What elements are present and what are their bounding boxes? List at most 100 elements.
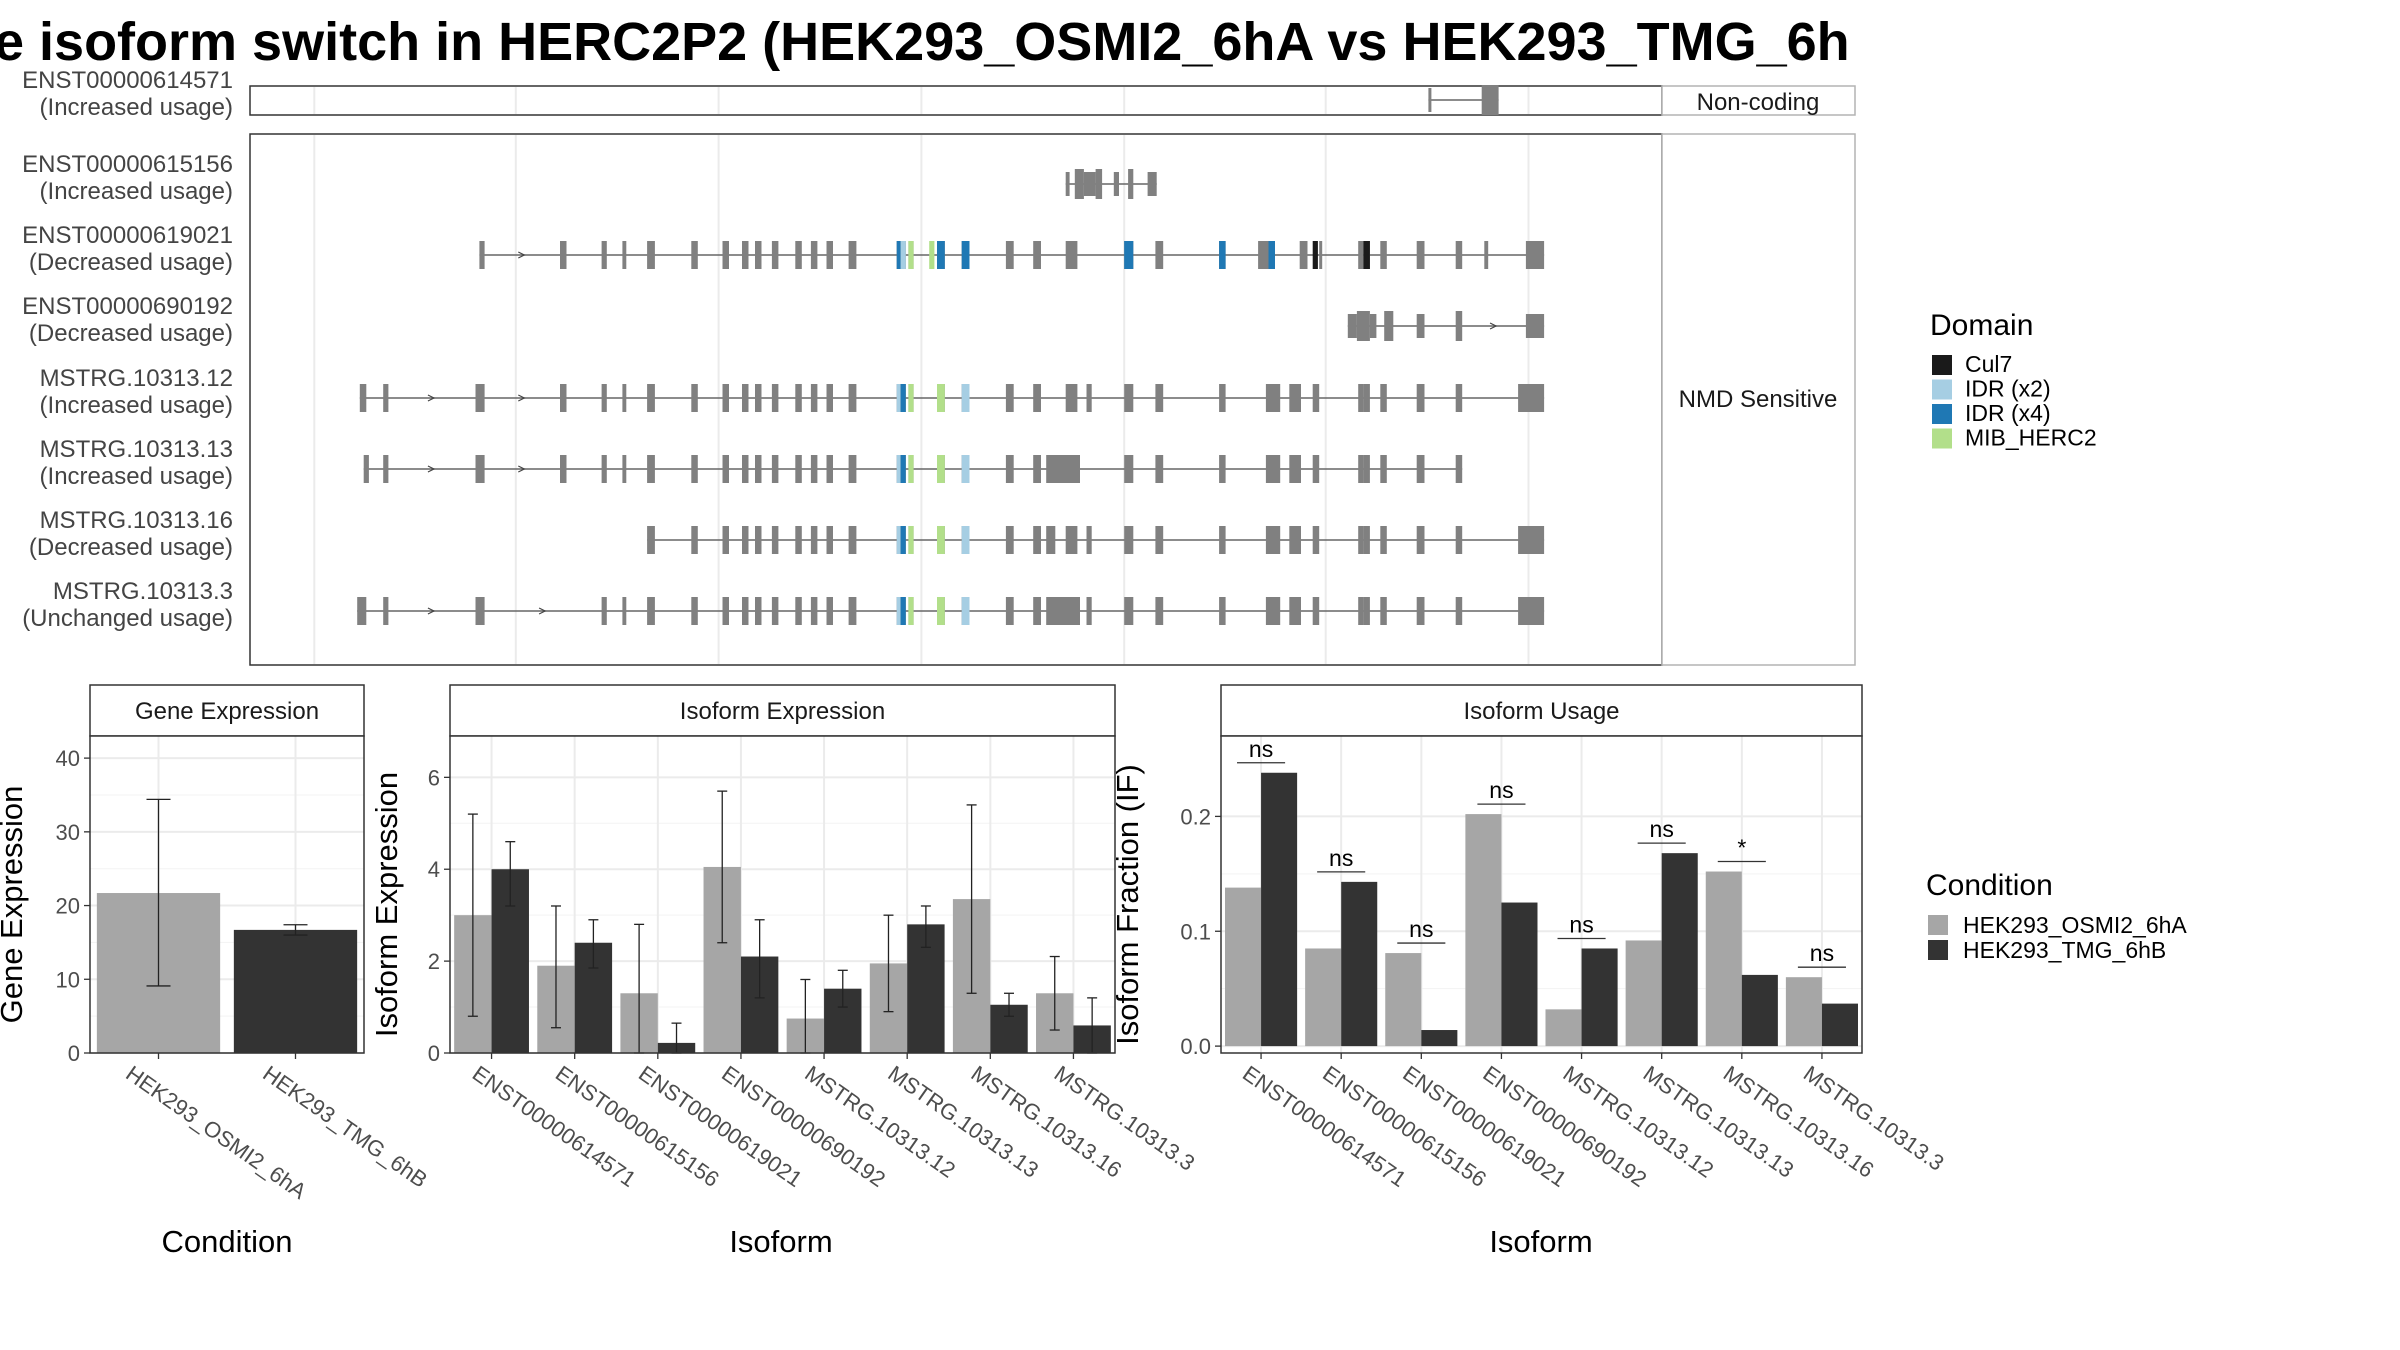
exon [1363, 455, 1370, 483]
domain-idr-x4- [900, 455, 906, 483]
exon [1005, 597, 1014, 625]
exon [622, 597, 627, 625]
exon [475, 597, 485, 625]
exon [1380, 597, 1387, 625]
exon [1525, 241, 1545, 269]
exon [1384, 311, 1394, 341]
exon [691, 241, 698, 269]
exon [722, 241, 729, 269]
exon [1518, 384, 1545, 412]
exon [810, 597, 818, 625]
domain-idr-x2- [961, 384, 970, 412]
direction-arrow [427, 607, 436, 615]
panel-strip [89, 684, 365, 737]
domain-idr-x4- [900, 526, 906, 554]
transcript-row: ENST00000619021(Decreased usage) [22, 222, 1545, 276]
exon [722, 526, 729, 554]
panel-isoform-usage: Isoform Usagensnsnsnsnsns*ns0.00.10.2ENS… [1110, 684, 1949, 1259]
exon [1033, 241, 1041, 269]
bar [1741, 974, 1778, 1047]
exon [1369, 314, 1377, 338]
transcript-row: ENST00000615156(Increased usage) [22, 151, 1157, 205]
exon [1356, 311, 1370, 341]
exon [1046, 455, 1080, 483]
exon [1265, 597, 1281, 625]
exon [826, 455, 833, 483]
exon [755, 384, 762, 412]
exon [1033, 455, 1041, 483]
transcript-usage: (Increased usage) [40, 392, 233, 419]
x-axis-title: Isoform [729, 1224, 832, 1259]
exon [742, 597, 749, 625]
exon [601, 597, 607, 625]
exon [826, 241, 833, 269]
exon [810, 241, 818, 269]
exon [742, 526, 749, 554]
exon [1046, 597, 1080, 625]
exon [848, 241, 857, 269]
exon [601, 384, 607, 412]
exon [647, 384, 655, 412]
transcript-row: MSTRG.10313.13(Increased usage) [40, 436, 1463, 490]
legend-condition-label: HEK293_OSMI2_6hA [1963, 912, 2187, 938]
significance-label: ns [1650, 816, 1674, 842]
plot-border [89, 735, 365, 1054]
exon [622, 384, 627, 412]
exon [810, 384, 818, 412]
exon [1380, 241, 1387, 269]
exon [771, 455, 779, 483]
domain-idr-x4- [1219, 241, 1226, 269]
domain-mib-herc2 [937, 384, 945, 412]
direction-arrow [427, 465, 436, 473]
transcript-usage: (Decreased usage) [29, 534, 233, 561]
significance-label: ns [1329, 845, 1353, 871]
exon [1363, 384, 1370, 412]
exon [622, 241, 627, 269]
exon [1033, 597, 1041, 625]
exon [1416, 314, 1425, 338]
exon [691, 455, 698, 483]
legend-domain-key [1932, 404, 1952, 424]
exon [475, 384, 485, 412]
bar [1545, 1009, 1582, 1047]
legend-condition-label: HEK293_TMG_6hB [1963, 937, 2166, 963]
exon [848, 597, 857, 625]
exon [622, 455, 627, 483]
bar [1821, 1003, 1858, 1047]
exon [826, 384, 833, 412]
significance-label: ns [1810, 940, 1834, 966]
bar [1225, 887, 1262, 1047]
y-axis-title: Gene Expression [0, 786, 29, 1024]
exon [722, 384, 729, 412]
y-tick-label: 30 [56, 820, 80, 845]
exon [1380, 455, 1387, 483]
transcript-usage: (Decreased usage) [29, 320, 233, 347]
legend-domain-title: Domain [1930, 309, 2033, 342]
exon [1358, 597, 1364, 625]
y-tick-label: 10 [56, 967, 80, 992]
exon [1095, 169, 1103, 199]
exon [601, 455, 607, 483]
exon [1219, 455, 1226, 483]
bar [1385, 953, 1422, 1047]
bar [1501, 902, 1538, 1047]
exon [1124, 384, 1134, 412]
domain-mib-herc2 [929, 241, 935, 269]
plot-border [449, 735, 1116, 1054]
exon [795, 526, 802, 554]
x-tick-label: MSTRG.10313.13 [1639, 1061, 1799, 1183]
domain-mib-herc2 [908, 526, 914, 554]
bar [1341, 881, 1378, 1047]
exon [647, 455, 655, 483]
transcript-usage: (Increased usage) [40, 178, 233, 205]
figure-title: e isoform switch in HERC2P2 (HEK293_OSMI… [0, 12, 1850, 72]
exon [1416, 241, 1425, 269]
exon [1155, 597, 1164, 625]
exon [722, 597, 729, 625]
exon [810, 455, 818, 483]
x-tick-label: MSTRG.10313.13 [884, 1061, 1044, 1183]
exon [1065, 384, 1078, 412]
exon [1299, 241, 1308, 269]
exon [560, 384, 567, 412]
